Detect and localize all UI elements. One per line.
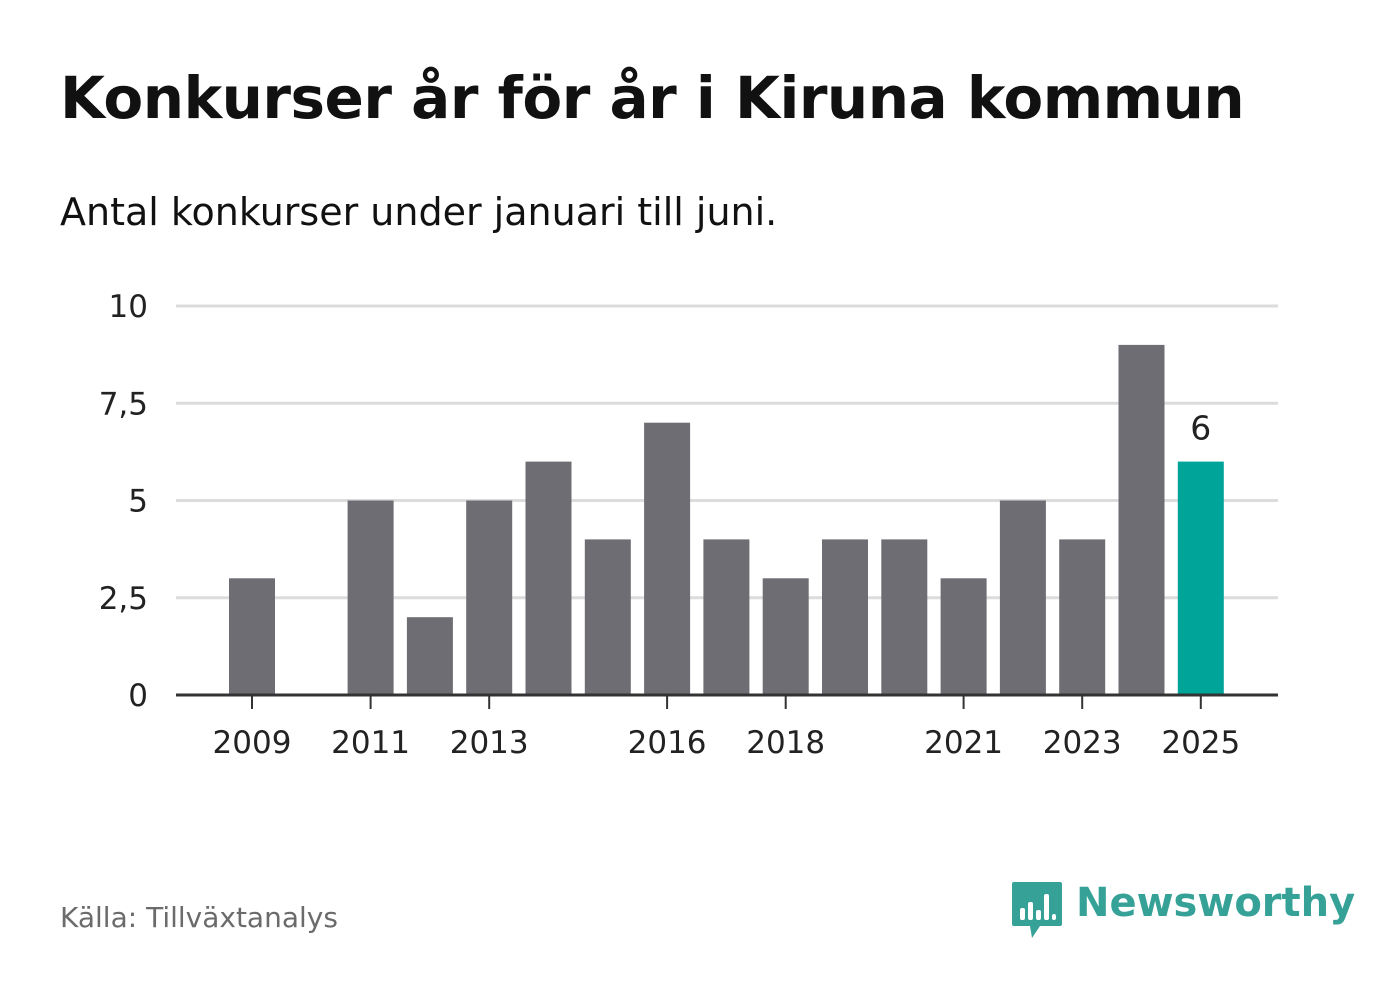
- x-tick-label: 2016: [628, 725, 707, 761]
- x-tick-label: 2018: [746, 725, 825, 761]
- bar-2018: [762, 578, 809, 695]
- bar-2016: [644, 422, 691, 695]
- y-axis-tick-labels: 0 2,5 5 7,5 10: [99, 289, 148, 714]
- bar-2021: [940, 578, 987, 695]
- x-tick-label: 2025: [1161, 725, 1240, 761]
- bars: [229, 344, 1224, 695]
- source-note: Källa: Tillväxtanalys: [60, 901, 338, 934]
- chart-subtitle: Antal konkurser under januari till juni.: [60, 190, 778, 234]
- bar-2015: [584, 539, 631, 695]
- bar-2022: [999, 500, 1046, 695]
- y-tick-label: 2,5: [99, 581, 148, 617]
- bar-2011: [347, 500, 394, 695]
- newsworthy-chart-bubble-icon: [1012, 882, 1062, 938]
- newsworthy-logo-text: Newsworthy: [1076, 880, 1356, 926]
- y-tick-label: 7,5: [99, 386, 148, 422]
- bar-2024: [1118, 344, 1165, 695]
- bar-2020: [881, 539, 928, 695]
- y-tick-label: 5: [128, 484, 148, 520]
- bar-2013: [466, 500, 513, 695]
- bar-2012: [406, 617, 453, 695]
- x-tick-label: 2009: [213, 725, 292, 761]
- chart-title: Konkurser år för år i Kiruna kommun: [60, 64, 1245, 132]
- bar-2019: [822, 539, 868, 695]
- data-label-2025: 6: [1190, 409, 1211, 448]
- data-labels: 6: [1190, 409, 1211, 448]
- x-tick-label: 2021: [924, 725, 1003, 761]
- x-axis: [176, 693, 1278, 709]
- y-tick-label: 10: [109, 289, 148, 325]
- newsworthy-logo: Newsworthy: [1010, 880, 1355, 940]
- y-tick-label: 0: [128, 678, 148, 714]
- x-tick-label: 2013: [450, 725, 529, 761]
- bar-2014: [525, 461, 572, 695]
- x-axis-tick-labels: 2009 2011 2013 2016 2018 2021 2023 2025: [213, 725, 1241, 761]
- x-tick-label: 2011: [331, 725, 410, 761]
- bar-2025: [1177, 461, 1224, 695]
- bar-2023: [1059, 539, 1106, 695]
- bar-2017: [703, 539, 750, 695]
- bar-2009: [229, 578, 275, 695]
- x-tick-label: 2023: [1043, 725, 1122, 761]
